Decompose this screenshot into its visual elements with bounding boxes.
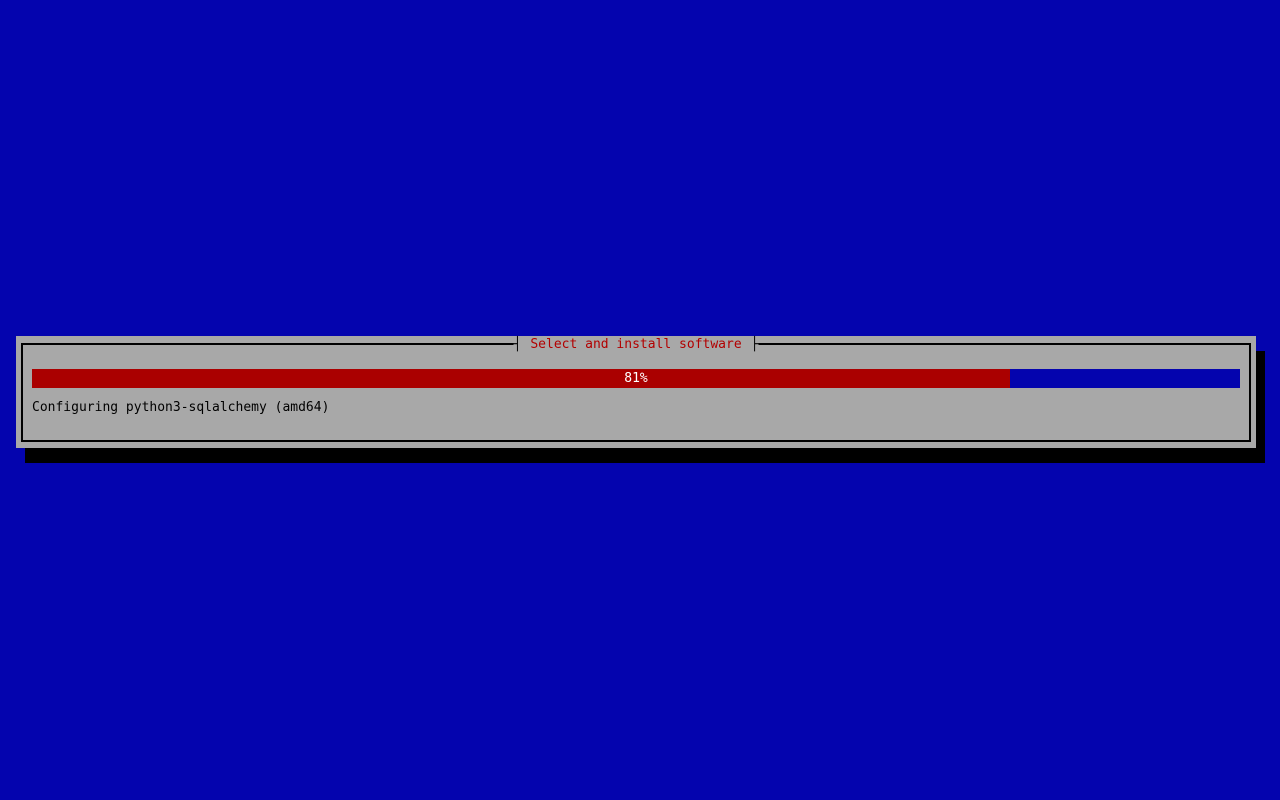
title-left-tick: ┤ [513, 337, 522, 352]
dialog-title: ┤ Select and install software ├ [513, 337, 759, 353]
status-text: Configuring python3-sqlalchemy (amd64) [32, 400, 330, 415]
title-right-tick: ├ [750, 337, 759, 352]
progress-fill [32, 369, 1011, 388]
install-progress-dialog: ┤ Select and install software ├ 81% Conf… [16, 336, 1256, 448]
progress-percent-label: 81% [624, 371, 648, 386]
dialog-title-text: Select and install software [530, 337, 742, 352]
progress-bar: 81% [32, 369, 1240, 388]
dialog-border [21, 343, 1251, 442]
